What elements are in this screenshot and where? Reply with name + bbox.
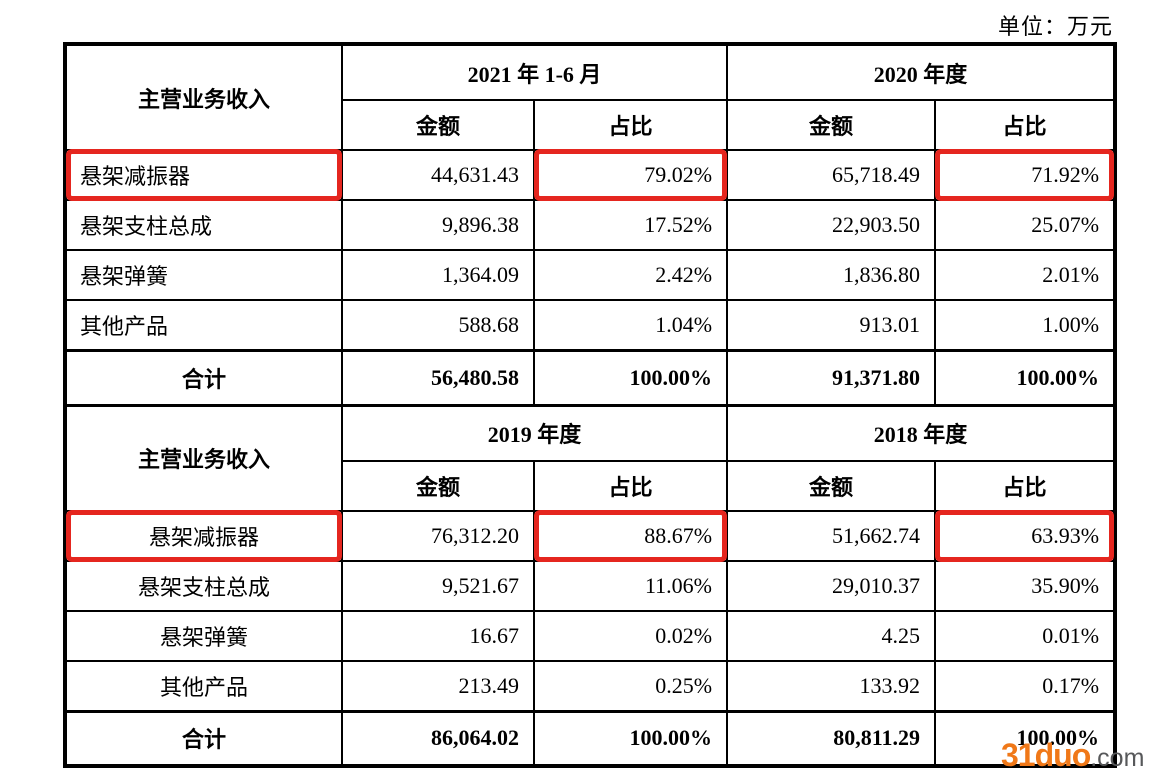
unit-label: 单位：万元 — [997, 14, 1113, 39]
share-cell: 0.02% — [532, 610, 729, 662]
share-cell: 0.25% — [532, 660, 729, 712]
share-header-cell: 占比 — [934, 460, 1117, 512]
total-label-cell: 合计 — [64, 348, 343, 407]
table-row: 其他产品 588.68 1.04% 913.01 1.00% — [64, 299, 1117, 351]
subheader-row: 金额 占比 金额 占比 — [65, 460, 1117, 512]
product-name-cell: 悬架支柱总成 — [64, 199, 343, 251]
amount-header-cell: 金额 — [341, 99, 535, 151]
product-name-cell-highlighted: 悬架减振器 — [64, 149, 343, 202]
product-name-cell: 其他产品 — [64, 299, 343, 351]
amount-cell: 9,896.38 — [341, 199, 535, 251]
amount-cell: 9,521.67 — [341, 560, 535, 612]
amount-cell: 133.92 — [726, 660, 937, 712]
share-cell: 2.42% — [532, 249, 729, 301]
product-name-cell: 悬架弹簧 — [64, 249, 343, 301]
amount-cell: 51,662.74 — [726, 510, 937, 562]
period-cell-2021h1: 2021 年 1-6 月 — [340, 43, 729, 101]
amount-cell: 588.68 — [341, 299, 535, 351]
site-watermark: 31duo.com — [1001, 739, 1144, 771]
total-amount-cell: 86,064.02 — [341, 709, 535, 768]
share-header-cell: 占比 — [532, 460, 729, 512]
amount-cell: 213.49 — [341, 660, 535, 712]
product-name-cell: 悬架弹簧 — [64, 610, 343, 662]
subheader-row: 金额 占比 金额 占比 — [65, 99, 1117, 151]
share-cell: 17.52% — [532, 199, 729, 251]
amount-cell: 29,010.37 — [726, 560, 937, 612]
period-cell-2018: 2018 年度 — [726, 404, 1117, 462]
share-cell-highlighted: 63.93% — [934, 510, 1117, 563]
share-cell: 2.01% — [934, 249, 1117, 301]
share-header-cell: 占比 — [532, 99, 729, 151]
row-header-cell: 主营业务收入 — [64, 404, 343, 512]
period-header-row: 主营业务收入 2019 年度 2018 年度 — [64, 404, 1117, 512]
total-amount-cell: 80,811.29 — [726, 709, 937, 768]
share-cell: 35.90% — [934, 560, 1117, 612]
table-section-1: 主营业务收入 2021 年 1-6 月 2020 年度 金额 占比 金额 占比 … — [64, 43, 1117, 407]
amount-cell: 22,903.50 — [726, 199, 937, 251]
watermark-suffix-text: .com — [1090, 744, 1145, 772]
amount-cell: 16.67 — [341, 610, 535, 662]
revenue-table: 主营业务收入 2021 年 1-6 月 2020 年度 金额 占比 金额 占比 … — [63, 42, 1118, 768]
total-amount-cell: 91,371.80 — [726, 348, 937, 407]
period-header-row: 主营业务收入 2021 年 1-6 月 2020 年度 — [64, 43, 1117, 151]
total-share-cell: 100.00% — [532, 709, 729, 768]
amount-header-cell: 金额 — [726, 460, 937, 512]
table-row: 悬架弹簧 16.67 0.02% 4.25 0.01% — [64, 610, 1117, 662]
total-share-cell: 100.00% — [532, 348, 729, 407]
share-cell: 0.17% — [934, 660, 1117, 712]
total-row: 合计 86,064.02 100.00% 80,811.29 100.00% — [64, 709, 1117, 768]
period-cell-2020: 2020 年度 — [726, 43, 1117, 101]
total-row: 合计 56,480.58 100.00% 91,371.80 100.00% — [64, 348, 1117, 407]
amount-header-cell: 金额 — [341, 460, 535, 512]
amount-header-cell: 金额 — [726, 99, 937, 151]
amount-cell: 913.01 — [726, 299, 937, 351]
row-header-cell: 主营业务收入 — [64, 43, 343, 151]
amount-cell: 44,631.43 — [341, 149, 535, 201]
table-section-2: 主营业务收入 2019 年度 2018 年度 金额 占比 金额 占比 悬架减振器… — [64, 404, 1117, 768]
table-row: 其他产品 213.49 0.25% 133.92 0.17% — [64, 660, 1117, 712]
share-cell-highlighted: 71.92% — [934, 149, 1117, 202]
table-row: 悬架弹簧 1,364.09 2.42% 1,836.80 2.01% — [64, 249, 1117, 301]
amount-cell: 1,836.80 — [726, 249, 937, 301]
share-header-cell: 占比 — [934, 99, 1117, 151]
share-cell: 1.00% — [934, 299, 1117, 351]
table-row: 悬架减振器 76,312.20 88.67% 51,662.74 63.93% — [64, 510, 1117, 563]
period-cell-2019: 2019 年度 — [340, 404, 729, 462]
total-label-cell: 合计 — [64, 709, 343, 768]
product-name-cell: 悬架支柱总成 — [64, 560, 343, 612]
total-share-cell: 100.00% — [934, 709, 1117, 768]
amount-cell: 65,718.49 — [726, 149, 937, 201]
total-amount-cell: 56,480.58 — [341, 348, 535, 407]
product-name-cell: 其他产品 — [64, 660, 343, 712]
amount-cell: 76,312.20 — [341, 510, 535, 562]
amount-cell: 4.25 — [726, 610, 937, 662]
product-name-cell-highlighted: 悬架减振器 — [64, 510, 343, 563]
amount-cell: 1,364.09 — [341, 249, 535, 301]
share-cell-highlighted: 88.67% — [532, 510, 729, 563]
share-cell: 1.04% — [532, 299, 729, 351]
watermark-brand-text: 31duo — [1001, 737, 1091, 773]
table-row: 悬架减振器 44,631.43 79.02% 65,718.49 71.92% — [64, 149, 1117, 202]
share-cell: 25.07% — [934, 199, 1117, 251]
share-cell: 0.01% — [934, 610, 1117, 662]
share-cell: 11.06% — [532, 560, 729, 612]
table-row: 悬架支柱总成 9,521.67 11.06% 29,010.37 35.90% — [64, 560, 1117, 612]
table-row: 悬架支柱总成 9,896.38 17.52% 22,903.50 25.07% — [64, 199, 1117, 251]
total-share-cell: 100.00% — [934, 348, 1117, 407]
share-cell-highlighted: 79.02% — [532, 149, 729, 202]
